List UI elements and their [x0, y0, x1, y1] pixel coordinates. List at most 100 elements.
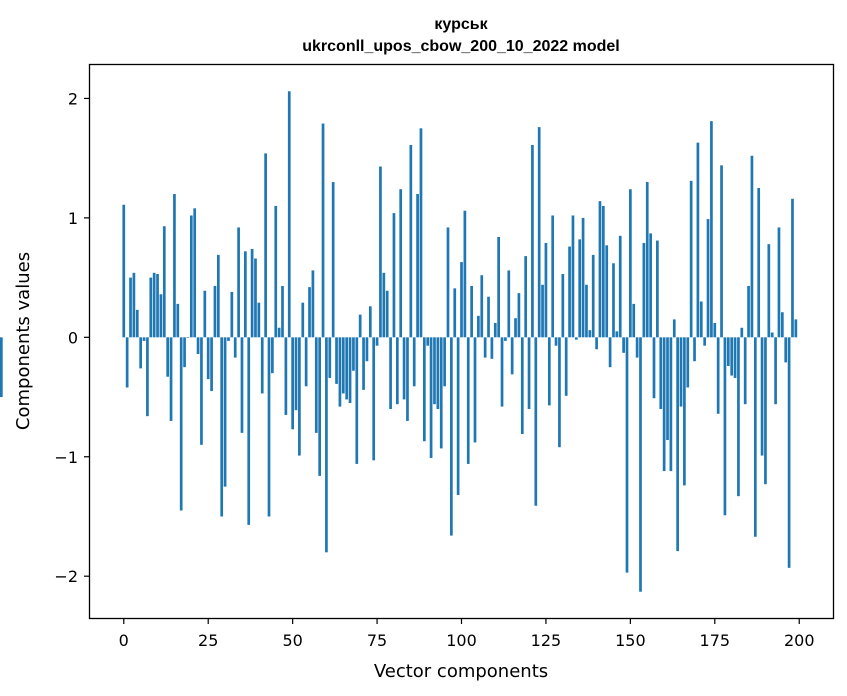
bar-183	[740, 327, 744, 338]
bar-92	[433, 337, 436, 405]
bar-78	[385, 290, 389, 338]
bar-33	[233, 337, 237, 358]
bar-178	[723, 337, 727, 516]
bar-series	[0, 91, 798, 592]
bar-188	[757, 188, 761, 338]
bar-155	[645, 182, 649, 338]
bar-10	[156, 274, 159, 338]
bar-123	[537, 127, 541, 338]
bar-181	[733, 337, 737, 378]
bar-undefined	[0, 337, 3, 398]
bar-113	[504, 337, 507, 341]
bar-143	[605, 245, 609, 338]
bar-117	[517, 293, 521, 338]
bar-111	[497, 236, 500, 338]
bar-16	[176, 303, 180, 338]
bar-163	[672, 319, 676, 338]
bar-53	[301, 302, 305, 338]
bar-124	[541, 284, 544, 338]
bar-134	[574, 337, 578, 340]
bar-46	[277, 327, 281, 338]
bar-47	[281, 285, 284, 338]
bar-73	[368, 306, 372, 338]
bar-157	[652, 337, 656, 399]
bar-137	[585, 284, 588, 338]
bar-130	[561, 274, 565, 338]
bar-62	[331, 182, 335, 338]
bar-165	[679, 337, 683, 407]
bar-120	[527, 337, 531, 409]
bar-76	[379, 166, 382, 338]
plot-frame	[88, 63, 835, 620]
bar-102	[466, 337, 470, 464]
x-tick-label: 25	[198, 631, 218, 650]
bar-195	[780, 312, 784, 338]
bar-187	[753, 337, 757, 537]
bar-81	[395, 337, 399, 405]
bar-186	[750, 155, 754, 338]
bar-12	[162, 226, 166, 338]
bar-148	[622, 337, 625, 353]
bar-49	[287, 91, 291, 338]
bar-14	[169, 337, 173, 421]
bar-170	[696, 142, 700, 338]
bar-131	[564, 337, 568, 396]
x-tick-label: 175	[700, 631, 731, 650]
bar-59	[321, 123, 325, 338]
bar-69	[355, 337, 359, 464]
bar-104	[473, 337, 477, 443]
bar-198	[791, 198, 794, 338]
bar-109	[490, 337, 494, 359]
bar-103	[470, 285, 473, 338]
bar-38	[250, 248, 254, 338]
bar-135	[578, 239, 582, 338]
bar-72	[365, 337, 369, 362]
bar-174	[710, 121, 713, 338]
bar-83	[402, 337, 406, 400]
bar-149	[625, 337, 629, 573]
bar-142	[601, 205, 605, 338]
bar-177	[720, 165, 723, 338]
x-tick-label: 50	[282, 631, 302, 650]
bar-146	[615, 331, 619, 338]
bar-151	[632, 303, 636, 338]
x-tick-label: 200	[784, 631, 815, 650]
bar-29	[220, 337, 224, 517]
y-axis-ticks: −2 −1 0 1 2	[54, 89, 90, 586]
bar-4	[135, 309, 139, 338]
bar-139	[591, 254, 595, 338]
bar-127	[551, 215, 555, 338]
bar-18	[183, 337, 186, 368]
bar-179	[726, 337, 730, 366]
bar-1	[125, 337, 129, 388]
x-tick-label: 75	[367, 631, 387, 650]
bar-13	[166, 337, 170, 377]
bar-0	[122, 204, 126, 338]
bar-144	[608, 337, 612, 368]
chart-title: курськ	[434, 16, 488, 33]
bar-189	[760, 337, 764, 456]
bar-3	[132, 272, 136, 338]
bar-35	[240, 337, 244, 433]
bar-106	[480, 275, 484, 338]
bar-58	[318, 337, 321, 476]
bar-28	[216, 254, 220, 338]
bar-118	[520, 337, 524, 435]
bar-126	[547, 337, 551, 406]
bar-40	[257, 302, 261, 338]
bar-61	[328, 337, 332, 378]
bar-154	[642, 242, 646, 338]
bar-112	[500, 337, 504, 407]
bar-169	[693, 337, 696, 362]
bar-108	[487, 296, 490, 338]
bar-132	[568, 246, 571, 338]
bar-71	[362, 337, 365, 390]
bar-160	[662, 337, 666, 472]
bar-37	[247, 337, 251, 525]
bar-191	[767, 244, 771, 338]
bar-138	[588, 330, 592, 338]
bar-96	[446, 227, 450, 338]
bar-158	[656, 240, 659, 338]
bar-68	[352, 337, 355, 371]
bar-6	[142, 337, 146, 341]
